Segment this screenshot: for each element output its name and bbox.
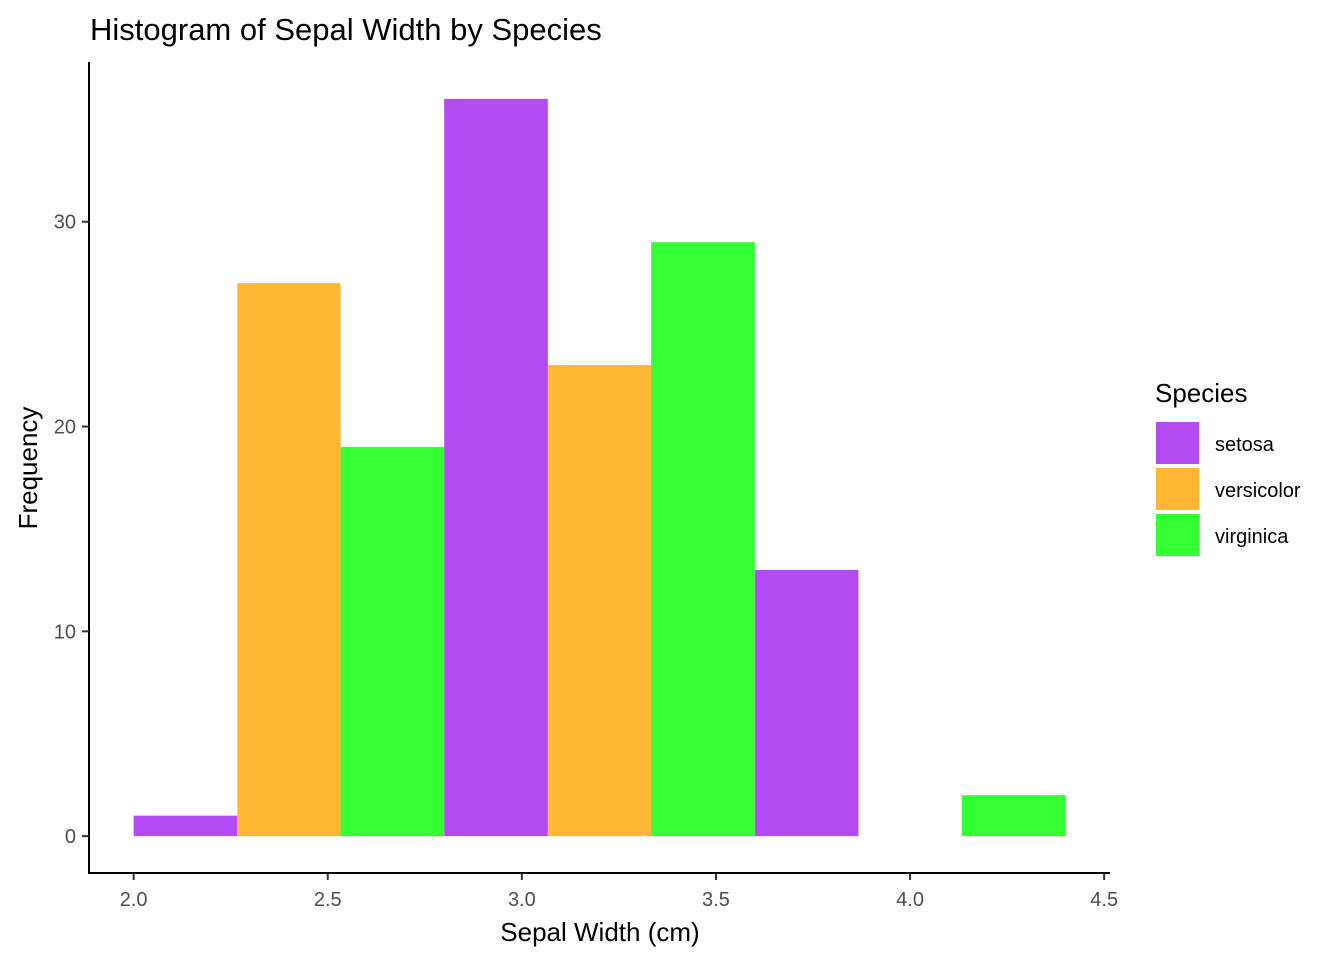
bar-setosa-6 xyxy=(754,569,859,837)
x-tick-label: 3.0 xyxy=(508,889,536,911)
x-tick-label: 2.0 xyxy=(120,889,148,911)
bar-setosa-3 xyxy=(444,98,548,837)
x-tick-label: 2.5 xyxy=(314,889,342,911)
legend-label-versicolor: versicolor xyxy=(1215,480,1301,502)
bar-versicolor-4 xyxy=(547,365,652,837)
bars-layer xyxy=(133,98,1066,837)
x-tick-label: 4.0 xyxy=(896,889,924,911)
bar-virginica-2 xyxy=(340,447,445,837)
ticks-layer: 2.0 2.5 3.0 3.5 4.0 4.5 0 10 20 30 xyxy=(54,212,1118,911)
legend-label-setosa: setosa xyxy=(1215,434,1275,456)
chart-title: Histogram of Sepal Width by Species xyxy=(90,12,602,47)
x-axis-title: Sepal Width (cm) xyxy=(500,917,699,947)
legend-key-virginica xyxy=(1156,514,1199,556)
legend-key-setosa xyxy=(1156,422,1199,464)
bar-versicolor-1 xyxy=(237,283,341,837)
x-tick-label: 3.5 xyxy=(702,889,730,911)
bar-setosa-0 xyxy=(133,815,238,837)
legend-key-versicolor xyxy=(1156,468,1199,510)
y-tick-label: 0 xyxy=(65,826,76,848)
bar-virginica-5 xyxy=(651,242,755,837)
axes-layer xyxy=(88,62,1110,874)
x-tick-label: 4.5 xyxy=(1090,889,1118,911)
legend-title: Species xyxy=(1155,378,1248,408)
legend: Species setosa versicolor virginica xyxy=(1155,378,1301,556)
y-tick-label: 20 xyxy=(54,417,76,439)
y-tick-label: 30 xyxy=(54,212,76,234)
bar-virginica-7 xyxy=(961,795,1066,837)
legend-label-virginica: virginica xyxy=(1215,526,1289,548)
y-axis-title: Frequency xyxy=(13,407,43,530)
y-tick-label: 10 xyxy=(54,621,76,643)
